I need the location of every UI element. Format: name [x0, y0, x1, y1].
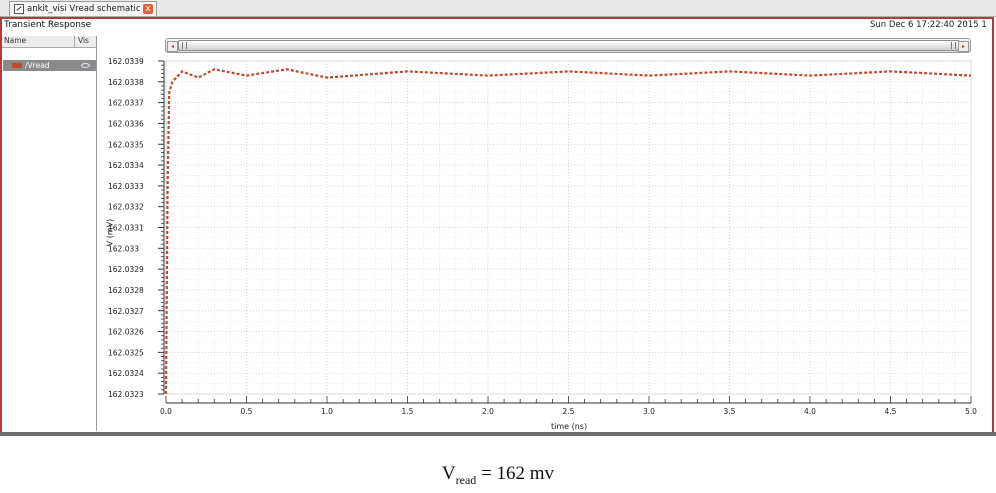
- y-axis: 162.0339 162.0338 162.0337 162.0336 162.0335…: [108, 57, 164, 399]
- y-tick-label: 162.0339: [108, 57, 144, 66]
- y-tick-label: 162.0334: [108, 161, 144, 170]
- y-tick-label: 162.0324: [108, 369, 144, 378]
- x-tick-label: 0.5: [241, 407, 253, 416]
- x-tick-label: 1.0: [321, 407, 333, 416]
- x-tick-label: 4.5: [885, 407, 897, 416]
- grid-lines: [166, 61, 971, 394]
- caption: Vread = 162 mv: [0, 463, 996, 488]
- caption-v: V: [442, 463, 456, 484]
- y-tick-label: 162.0333: [108, 182, 144, 191]
- x-tick-label: 2.5: [563, 407, 575, 416]
- x-tick-label: 3.5: [724, 407, 736, 416]
- y-tick-label: 162.0332: [108, 203, 144, 212]
- y-tick-label: 162.0323: [108, 390, 144, 399]
- y-tick-label: 162.0325: [108, 348, 144, 357]
- x-tick-label: 3.0: [643, 407, 655, 416]
- x-tick-label: 5.0: [965, 407, 977, 416]
- y-tick-label: 162.0327: [108, 307, 144, 316]
- x-tick-label: 4.0: [804, 407, 816, 416]
- x-tick-label: 1.5: [402, 407, 414, 416]
- x-tick-label: 2.0: [482, 407, 494, 416]
- x-tick-label: 0.0: [160, 407, 172, 416]
- y-tick-label: 162.0326: [108, 328, 144, 337]
- y-tick-label: 162.0335: [108, 140, 144, 149]
- y-tick-label: 162.0329: [108, 265, 144, 274]
- y-tick-label: 162.0338: [108, 78, 144, 87]
- y-tick-label: 162.0336: [108, 119, 144, 128]
- x-axis-title: time (ns): [551, 422, 587, 431]
- y-tick-label: 162.0328: [108, 286, 144, 295]
- caption-value: = 162 mv: [476, 463, 554, 484]
- caption-subscript: read: [456, 473, 477, 487]
- y-tick-label: 162.0337: [108, 99, 144, 108]
- x-axis: 0.0 0.5 1.0 1.5 2.0 2.5 3.0 3.5 4.0 4.5 5.0: [160, 396, 977, 416]
- y-axis-title: V (mV): [105, 219, 114, 247]
